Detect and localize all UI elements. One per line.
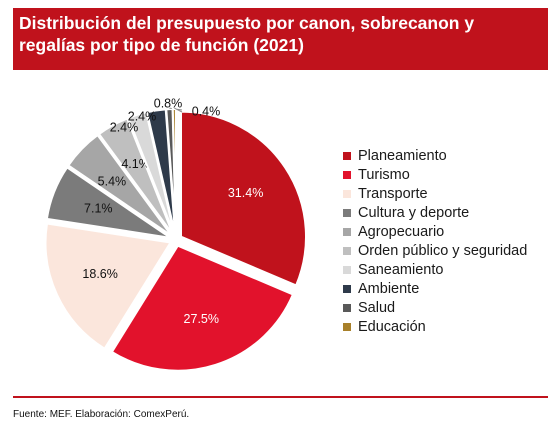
- legend-label: Cultura y deporte: [358, 204, 470, 221]
- leader-line: [174, 107, 183, 113]
- chart-title: Distribución del presupuesto por canon, …: [19, 13, 475, 55]
- legend-item: Ambiente: [343, 279, 527, 298]
- chart-title-bar: [13, 8, 548, 70]
- footer-divider: [13, 396, 548, 398]
- legend-label: Planeamiento: [358, 147, 447, 164]
- legend-item: Transporte: [343, 184, 527, 203]
- source-note: Fuente: MEF. Elaboración: ComexPerú.: [13, 409, 190, 420]
- legend-item: Saneamiento: [343, 260, 527, 279]
- slice-label: 5.4%: [98, 174, 127, 188]
- legend-label: Agropecuario: [358, 223, 445, 240]
- legend-label: Saneamiento: [358, 261, 444, 278]
- legend-label: Salud: [358, 299, 396, 316]
- legend-label: Transporte: [358, 185, 428, 202]
- legend-item: Turismo: [343, 165, 527, 184]
- slice-label: 4.1%: [121, 157, 150, 171]
- legend-swatch: [343, 322, 351, 331]
- legend-swatch: [343, 208, 351, 217]
- slice-label: 7.1%: [84, 202, 113, 216]
- legend-item: Planeamiento: [343, 146, 527, 165]
- slice-label: 0.8%: [154, 96, 183, 110]
- slice-label: 2.4%: [128, 109, 157, 123]
- slice-label: 0.4%: [192, 104, 221, 118]
- slice-label: 18.6%: [82, 267, 117, 281]
- legend-swatch: [343, 246, 351, 255]
- legend-swatch: [343, 227, 351, 236]
- legend-item: Orden público y seguridad: [343, 241, 527, 260]
- slice-label: 2.4%: [110, 120, 139, 134]
- legend-item: Agropecuario: [343, 222, 527, 241]
- pie-slice-agropecuario: [66, 133, 173, 237]
- legend-swatch: [343, 303, 351, 312]
- legend-swatch: [343, 265, 351, 274]
- legend-item: Cultura y deporte: [343, 203, 527, 222]
- legend-item: Educación: [343, 317, 527, 336]
- pie-slice-turismo: [110, 244, 295, 372]
- pie-slice-transporte: [44, 222, 173, 351]
- legend-swatch: [343, 189, 351, 198]
- legend-item: Salud: [343, 298, 527, 317]
- pie-slice-cultura-y-deporte: [45, 166, 171, 239]
- pie-slice-planeamiento: [180, 110, 307, 287]
- legend-swatch: [343, 151, 351, 160]
- legend-label: Ambiente: [358, 280, 420, 297]
- legend-swatch: [343, 170, 351, 179]
- legend-swatch: [343, 284, 351, 293]
- slice-label: 31.4%: [228, 186, 263, 200]
- slice-label: 27.5%: [184, 312, 219, 326]
- legend-label: Educación: [358, 318, 426, 335]
- legend-label: Turismo: [358, 166, 410, 183]
- pie-slice-orden-público-y-seguridad: [97, 117, 175, 236]
- legend-label: Orden público y seguridad: [358, 242, 528, 259]
- chart-legend: Planeamiento Turismo Transporte Cultura y d…: [343, 146, 527, 336]
